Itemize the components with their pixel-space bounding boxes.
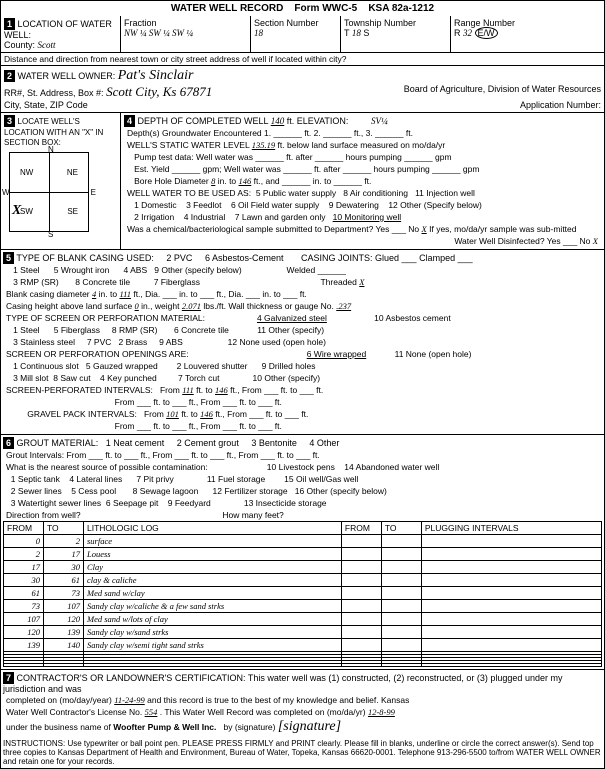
sec-1-num: 1 bbox=[4, 18, 15, 30]
date1: 11-24-99 bbox=[114, 695, 145, 705]
section-label: Section Number bbox=[254, 18, 319, 28]
section-value: 18 bbox=[254, 28, 263, 38]
date2: 12-8-99 bbox=[368, 707, 395, 717]
s2-title: WATER WELL OWNER: bbox=[18, 71, 116, 81]
s1-title: LOCATION OF WATER WELL: bbox=[4, 19, 112, 40]
range-value: 32 bbox=[463, 28, 472, 38]
section-6: 6 GROUT MATERIAL: 1 Neat cement 2 Cement… bbox=[1, 435, 604, 670]
sec-7-num: 7 bbox=[3, 672, 14, 684]
owner-city: Scott City, Ks 67871 bbox=[106, 84, 212, 99]
s7-title: CONTRACTOR'S OR LANDOWNER'S CERTIFICATIO… bbox=[17, 673, 246, 683]
license: 554 bbox=[145, 707, 158, 717]
section-box-diagram: N S W E NW NE SW SE X bbox=[9, 152, 89, 232]
section-5: 5 TYPE OF BLANK CASING USED: 2 PVC 6 Asb… bbox=[1, 250, 604, 435]
s4-title: DEPTH OF COMPLETED WELL bbox=[138, 116, 269, 126]
fraction-value: NW ¼ SW ¼ SW ¼ bbox=[124, 28, 193, 38]
log-row: 1730Clay bbox=[4, 561, 602, 574]
city-label: City, State, ZIP Code bbox=[4, 100, 88, 110]
section-7: 7 CONTRACTOR'S OR LANDOWNER'S CERTIFICAT… bbox=[1, 670, 604, 768]
county-value: Scott bbox=[38, 40, 56, 50]
addr-label: RR#, St. Address, Box #: bbox=[4, 88, 104, 98]
s6-title: GROUT MATERIAL: bbox=[17, 438, 99, 448]
sec-5-num: 5 bbox=[3, 252, 14, 264]
sec-2-num: 2 bbox=[4, 70, 15, 82]
s3-title: LOCATE WELL'S LOCATION WITH AN "X" IN SE… bbox=[4, 117, 103, 147]
county-label: County: bbox=[4, 40, 35, 50]
sec-3-num: 3 bbox=[4, 115, 15, 127]
owner-name: Pat's Sinclair bbox=[118, 68, 194, 83]
x-mark: X bbox=[12, 203, 21, 219]
depth-value: 140 bbox=[271, 116, 285, 126]
lithologic-log-table: FROM TO LITHOLOGIC LOG FROM TO PLUGGING … bbox=[3, 521, 602, 667]
bore-depth: 146 bbox=[239, 176, 252, 186]
log-row: 3061clay & caliche bbox=[4, 574, 602, 587]
static-value: 135.19 bbox=[252, 140, 275, 150]
township-label: Township Number bbox=[344, 18, 416, 28]
board-text: Board of Agriculture, Division of Water … bbox=[404, 84, 601, 94]
log-row: 6173Med sand w/clay bbox=[4, 587, 602, 600]
log-row: 73107Sandy clay w/caliche & a few sand s… bbox=[4, 600, 602, 613]
business-name: Woofter Pump & Well Inc. bbox=[113, 722, 216, 732]
log-row: 217Louess bbox=[4, 548, 602, 561]
sec-6-num: 6 bbox=[3, 437, 14, 449]
log-row: 139140Sandy clay w/semi tight sand strks bbox=[4, 639, 602, 652]
bore-value: 8 bbox=[211, 176, 215, 186]
signature: [signature] bbox=[278, 719, 341, 734]
s5-title: TYPE OF BLANK CASING USED: bbox=[16, 253, 154, 263]
section-1: 1 LOCATION OF WATER WELL: County: Scott … bbox=[1, 16, 604, 53]
sec-4-num: 4 bbox=[124, 115, 135, 127]
log-row: 107120Med sand w/lots of clay bbox=[4, 613, 602, 626]
log-row bbox=[4, 664, 602, 667]
section-2: 2 WATER WELL OWNER: Pat's Sinclair RR#, … bbox=[1, 66, 604, 113]
distance-text: Distance and direction from nearest town… bbox=[1, 53, 604, 66]
instructions: INSTRUCTIONS: Use typewriter or ball poi… bbox=[3, 739, 602, 766]
app-label: Application Number: bbox=[520, 100, 601, 110]
fraction-label: Fraction bbox=[124, 18, 157, 28]
water-well-form: WATER WELL RECORD Form WWC-5 KSA 82a-121… bbox=[0, 0, 605, 769]
township-value: 18 bbox=[352, 28, 361, 38]
log-row: 120139Sandy clay w/sand strks bbox=[4, 626, 602, 639]
log-row: 02surface bbox=[4, 535, 602, 548]
sections-3-4: 3 LOCATE WELL'S LOCATION WITH AN "X" IN … bbox=[1, 113, 604, 250]
form-header: WATER WELL RECORD Form WWC-5 KSA 82a-121… bbox=[1, 1, 604, 16]
